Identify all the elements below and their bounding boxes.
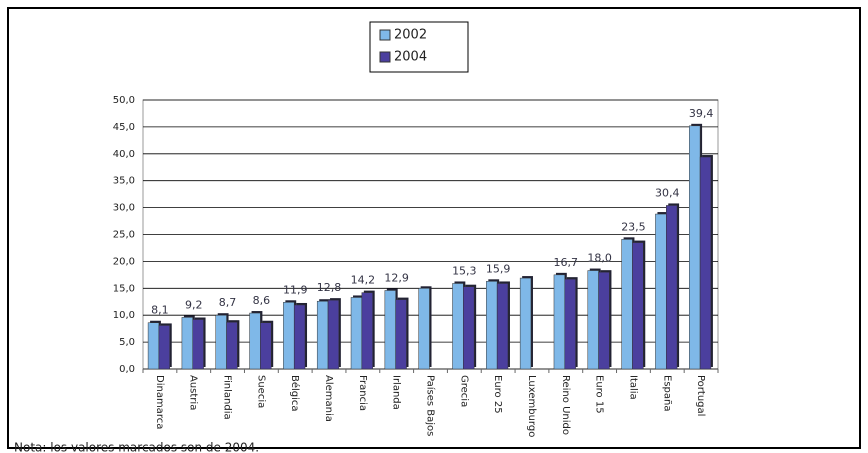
bar <box>632 242 644 370</box>
bar <box>350 297 363 370</box>
note: Nota: los valores marcados son de 2004. <box>14 441 259 453</box>
value-label: 12,8 <box>317 281 342 294</box>
value-label: 15,3 <box>452 264 477 277</box>
bar <box>249 312 261 370</box>
value-label: 39,4 <box>689 107 714 120</box>
bar <box>327 299 340 370</box>
value-label: 15,9 <box>486 262 511 275</box>
bar <box>361 292 373 370</box>
bar <box>699 156 712 370</box>
bar <box>519 277 532 370</box>
legend-label: 2002 <box>394 28 427 43</box>
legend-swatch <box>379 51 391 63</box>
bar <box>181 317 193 370</box>
y-tick-label: 35,0 <box>113 176 135 187</box>
bar <box>260 322 272 370</box>
x-tick-label: Portugal <box>695 375 706 416</box>
x-tick-label: Suecia <box>255 375 266 408</box>
y-tick-label: 50,0 <box>113 95 135 106</box>
value-label: 8,1 <box>151 304 169 317</box>
bar <box>384 290 396 370</box>
bar <box>158 325 170 370</box>
y-tick-label: 45,0 <box>113 122 135 133</box>
bar <box>486 281 498 370</box>
x-tick-label: Dinamarca <box>154 375 165 429</box>
x-tick-label: Austria <box>188 375 199 410</box>
x-tick-label: Finlandia <box>222 375 233 420</box>
bar <box>215 314 227 370</box>
value-label: 23,5 <box>621 220 646 233</box>
y-tick-label: 5,0 <box>119 337 135 348</box>
bar <box>316 300 329 370</box>
bar <box>463 286 475 370</box>
bar <box>192 319 204 370</box>
bar <box>564 278 576 370</box>
bar <box>226 321 238 370</box>
y-tick-label: 40,0 <box>113 149 135 160</box>
bar <box>293 304 306 370</box>
value-label: 16,7 <box>554 256 579 269</box>
bar <box>666 205 678 370</box>
x-tick-label: Grecia <box>458 375 469 407</box>
bar <box>598 271 610 370</box>
value-label: 9,2 <box>185 298 203 311</box>
bar <box>395 299 407 370</box>
y-tick-label: 0,0 <box>119 364 135 375</box>
x-tick-label: Irlanda <box>391 375 402 410</box>
y-tick-label: 25,0 <box>113 230 135 241</box>
value-label: 30,4 <box>655 186 680 199</box>
x-tick-label: Luxemburgo <box>526 375 537 437</box>
value-label: 12,9 <box>384 271 409 284</box>
x-tick-label: Alemania <box>323 375 334 422</box>
bar <box>452 283 464 370</box>
bar <box>655 213 667 370</box>
x-tick-label: Italia <box>627 375 638 400</box>
y-tick-label: 20,0 <box>113 256 135 267</box>
x-tick-label: Euro 25 <box>492 375 503 414</box>
value-label: 8,6 <box>253 294 271 307</box>
x-tick-label: Países Bajos <box>425 375 437 436</box>
x-tick-label: Euro 15 <box>594 375 605 414</box>
bar <box>689 125 701 370</box>
value-label: 14,2 <box>351 274 376 287</box>
value-label: 8,7 <box>219 296 237 309</box>
bar <box>496 283 509 370</box>
x-tick-label: Francia <box>357 375 368 411</box>
value-label: 11,9 <box>283 283 308 296</box>
y-tick-label: 15,0 <box>113 283 135 294</box>
bar <box>553 274 566 370</box>
bar <box>147 322 160 370</box>
bar <box>621 239 633 370</box>
y-tick-label: 30,0 <box>113 203 135 214</box>
value-label: 18,0 <box>587 252 612 265</box>
bar <box>418 288 430 370</box>
x-tick-label: Reino Unido <box>560 375 571 435</box>
bar <box>283 302 295 370</box>
bar <box>587 270 599 370</box>
x-tick-label: Bélgica <box>289 375 301 412</box>
x-tick-label: España <box>661 375 672 411</box>
y-tick-label: 10,0 <box>113 310 135 321</box>
legend-label: 2004 <box>394 50 427 65</box>
legend-swatch <box>379 29 391 41</box>
